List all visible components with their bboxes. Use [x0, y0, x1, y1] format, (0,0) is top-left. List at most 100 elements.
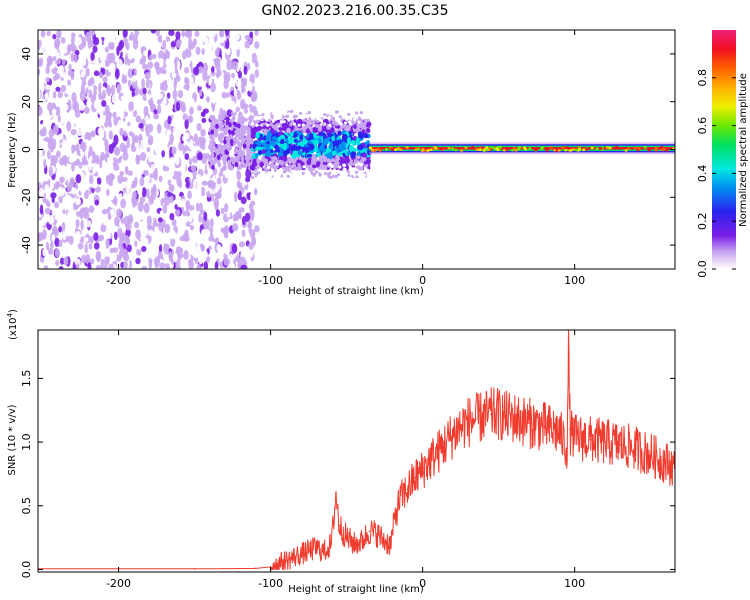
heat-cell — [188, 204, 195, 211]
heat-cell — [332, 168, 336, 172]
heat-cell — [100, 224, 107, 233]
heat-cell — [215, 127, 219, 133]
heat-cell — [282, 120, 286, 124]
heat-cell — [70, 52, 75, 62]
line-core — [369, 147, 675, 150]
heat-cell — [231, 223, 239, 232]
snr-data-point — [383, 540, 386, 543]
snr-data-point — [566, 447, 568, 450]
x-tick-label: -100 — [258, 274, 283, 287]
heat-cell — [233, 148, 238, 154]
heat-cell — [261, 122, 265, 126]
heat-cell — [137, 186, 143, 195]
heat-cell — [119, 127, 124, 137]
heat-cell — [399, 148, 403, 151]
heat-cell — [54, 201, 60, 209]
heat-cell — [86, 100, 92, 108]
heat-cell — [575, 148, 579, 152]
heat-cell — [240, 159, 245, 165]
heat-cell — [254, 41, 260, 49]
heat-cell — [113, 231, 118, 240]
heat-cell — [55, 86, 61, 92]
heat-cell — [189, 224, 195, 231]
heat-cell — [274, 148, 281, 153]
heat-cell — [206, 100, 210, 109]
heat-cell — [53, 227, 59, 233]
heat-cell — [238, 241, 246, 248]
heat-cell — [101, 90, 107, 100]
heat-cell — [89, 258, 95, 265]
heat-cell — [44, 36, 49, 43]
colorbar-gradient — [712, 30, 736, 269]
heat-cell — [327, 115, 332, 119]
heat-cell — [106, 52, 113, 63]
heat-cell — [175, 40, 181, 48]
heat-cell — [354, 168, 359, 172]
heat-cell — [95, 154, 100, 165]
heat-cell — [338, 110, 342, 115]
heat-cell — [278, 173, 282, 177]
heat-cell — [66, 182, 73, 193]
heat-cell — [112, 180, 117, 187]
heat-cell — [90, 137, 96, 148]
heat-cell — [357, 120, 361, 124]
heat-cell — [366, 110, 370, 114]
heat-cell — [344, 117, 349, 121]
heat-cell — [271, 119, 275, 123]
snr-data-point — [429, 459, 432, 461]
heat-cell — [143, 221, 148, 227]
heat-cell — [172, 89, 178, 100]
heat-cell — [355, 155, 361, 160]
heat-cell — [251, 52, 258, 64]
heat-cell — [38, 123, 43, 131]
heat-cell — [331, 150, 337, 156]
snr-data-point — [558, 431, 561, 433]
heat-cell — [71, 32, 76, 39]
heat-cell — [250, 132, 257, 139]
heat-cell — [64, 197, 71, 209]
heat-cell — [103, 219, 107, 227]
heat-cell — [70, 37, 76, 43]
heat-cell — [206, 57, 211, 67]
heat-cell — [605, 146, 609, 149]
heat-cell — [292, 163, 296, 167]
heat-cell — [38, 182, 42, 189]
heat-cell — [171, 72, 177, 78]
heat-cell — [47, 102, 53, 112]
heat-cell — [200, 228, 206, 239]
heat-cell — [127, 49, 134, 60]
heat-cell — [110, 84, 116, 96]
heat-cell — [169, 212, 175, 221]
heat-cell — [194, 30, 200, 37]
heat-cell — [71, 222, 76, 233]
heat-cell — [142, 87, 147, 95]
heat-cell — [317, 125, 323, 132]
heat-cell — [106, 111, 113, 118]
heat-cell — [331, 135, 336, 141]
heat-cell — [181, 104, 187, 113]
heat-cell — [201, 117, 207, 124]
snr-data-point — [567, 349, 570, 352]
heat-cell — [343, 167, 347, 171]
heat-cell — [106, 156, 111, 167]
heat-cell — [323, 139, 328, 146]
heat-cell — [58, 239, 63, 248]
heat-cell — [105, 174, 112, 185]
heat-cell — [48, 166, 53, 177]
heat-cell — [117, 174, 124, 184]
heat-cell — [287, 117, 291, 121]
heat-cell — [156, 67, 162, 75]
heat-cell — [127, 196, 132, 207]
heat-cell — [517, 146, 521, 149]
heat-cell — [246, 192, 252, 201]
heat-cell — [195, 46, 201, 55]
heat-cell — [249, 31, 254, 38]
spectrogram-heat-layer — [38, 30, 675, 269]
heat-cell — [124, 165, 129, 175]
heat-cell — [483, 148, 487, 151]
heat-cell — [647, 148, 651, 152]
heat-cell — [287, 168, 291, 172]
heat-cell — [292, 151, 298, 157]
heat-cell — [194, 249, 199, 259]
heat-cell — [116, 45, 120, 56]
